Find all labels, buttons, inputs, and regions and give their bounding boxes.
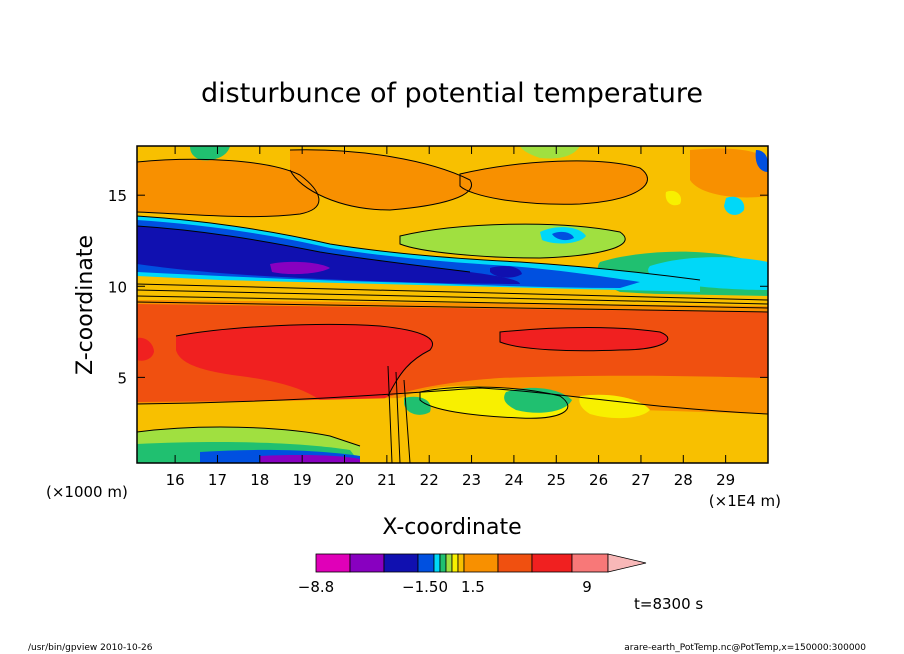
colorbar-arrow [607,553,647,573]
footer-right: arare-earth_PotTemp.nc@PotTemp,x=150000:… [624,643,866,653]
colorbar-segment [497,553,533,573]
colorbar-segment [433,553,441,573]
purple-core [270,261,330,275]
upper-green-patch-top [190,146,230,161]
colorbar-segment [445,553,453,573]
x-tick-label: 20 [335,471,354,489]
contour-lines [137,149,768,463]
x-tick-label: 28 [674,471,693,489]
upper-orange-patch-right [460,160,648,205]
colorbar-segment [457,553,465,573]
upper-orange-patch-topright [690,148,768,198]
crimson-core [176,324,433,409]
blue-patch-mid2 [490,266,522,278]
x-axis-ticks: 16 17 18 19 20 21 22 23 24 25 26 27 28 29 [166,146,735,489]
colorbar-segment [463,553,499,573]
upper-orange-patch-left [137,159,319,217]
x-tick-label: 23 [462,471,481,489]
blue-dot-mid [552,231,574,241]
contour-field [137,146,768,463]
y-axis-ticks: 5 10 15 [108,187,768,387]
colorbar-segment [439,553,447,573]
colorbar-segment [383,553,419,573]
y-tick-label: 5 [117,369,127,387]
colorbar-segment [315,553,351,573]
x-tick-label: 17 [208,471,227,489]
plot-frame [136,145,769,464]
x-tick-label: 26 [589,471,608,489]
y-axis-label: Z-coordinate [73,235,98,375]
colorbar-label: 9 [582,578,592,596]
colorbar-segment [531,553,573,573]
y-tick-label: 15 [108,187,127,205]
colorbar-segment [349,553,385,573]
x-tick-label: 16 [166,471,185,489]
x-tick-label: 19 [293,471,312,489]
x-tick-label: 18 [250,471,269,489]
upper-green-patch-top2 [520,146,580,159]
x-tick-label: 25 [547,471,566,489]
colorbar-label: −8.8 [298,578,334,596]
blue-jet-core [137,226,520,284]
x-axis-label: X-coordinate [382,515,521,540]
x-tick-label: 21 [377,471,396,489]
blue-patch-topright [755,150,768,172]
colorbar-segment [451,553,459,573]
x-tick-label: 27 [631,471,650,489]
lower-purple-left [260,455,360,463]
colorbar-label: −1.50 [402,578,448,596]
cyan-ring-topright [724,196,745,215]
colorbar-segment [571,553,609,573]
colorbar-tick-labels: −8.8 −1.50 1.5 9 [298,578,592,596]
x-tick-label: 24 [504,471,523,489]
time-label: t=8300 s [634,595,703,613]
footer-left: /usr/bin/gpview 2010-10-26 [28,643,153,653]
crimson-core-right [500,327,668,351]
colorbar [315,553,647,573]
lower-yellow-patch2 [579,394,650,419]
x-unit-left: (×1000 m) [46,483,128,501]
colorbar-label: 1.5 [461,578,485,596]
chart-title: disturbunce of potential temperature [201,78,703,109]
x-unit-right: (×1E4 m) [709,492,781,510]
colorbar-segment [417,553,435,573]
lower-green-patch2 [404,396,431,415]
x-tick-label: 29 [716,471,735,489]
yellow-spot-right [665,190,682,206]
y-tick-label: 10 [108,278,127,296]
x-tick-label: 22 [420,471,439,489]
upper-orange-patch-mid [290,149,472,210]
crimson-core-left [137,337,154,361]
